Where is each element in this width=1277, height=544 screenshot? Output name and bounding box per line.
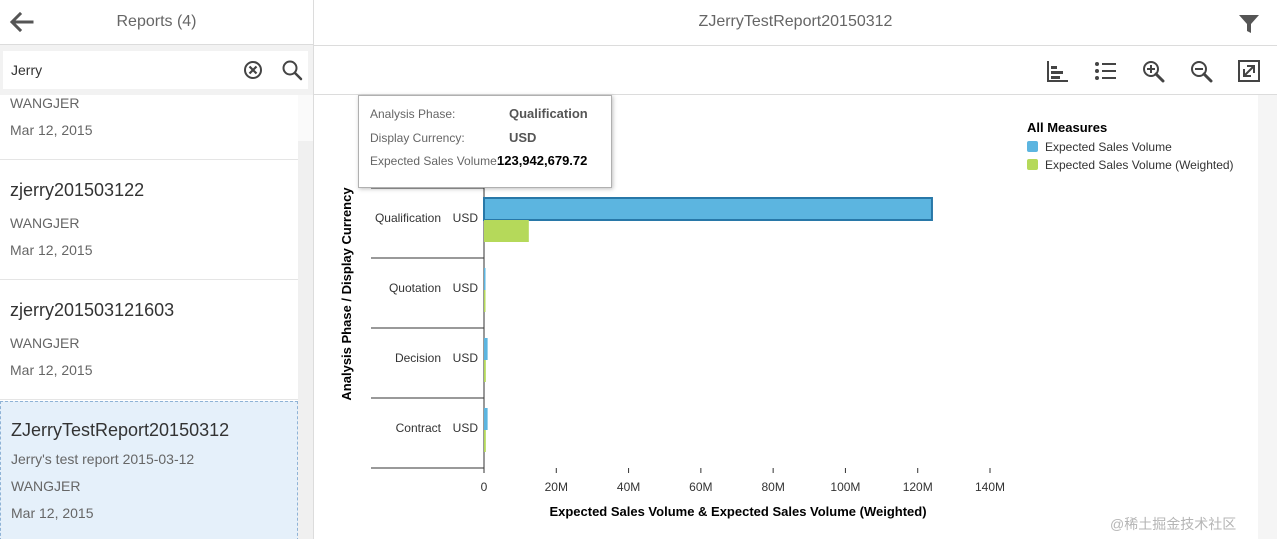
scrollbar-thumb[interactable] (298, 95, 313, 141)
detail-header: ZJerryTestReport20150312 (314, 0, 1277, 46)
bar-decision-series-0 (484, 338, 488, 360)
search-box (3, 51, 308, 89)
chart-gutter (1258, 95, 1277, 539)
x-tick-label: 20M (545, 480, 568, 494)
detail-title: ZJerryTestReport20150312 (698, 13, 893, 30)
report-date: Mar 12, 2015 (10, 362, 93, 378)
x-tick-label: 120M (903, 480, 933, 494)
currency-label: USD (453, 281, 479, 295)
report-title: zjerry201503122 (10, 180, 145, 200)
back-arrow-icon[interactable] (8, 9, 34, 35)
bar-qualification-series-0 (483, 197, 933, 221)
list-icon[interactable] (1093, 59, 1117, 83)
y-axis-title: Analysis Phase / Display Currency (339, 187, 354, 401)
report-date: Mar 12, 2015 (10, 242, 93, 258)
report-owner: WANGJER (11, 478, 81, 494)
chart-tooltip: Analysis Phase: Qualification Display Cu… (358, 95, 612, 188)
tooltip-value: Qualification (509, 106, 588, 121)
list-item-selected[interactable]: ZJerryTestReport20150312 Jerry's test re… (0, 401, 298, 539)
report-owner: WANGJER (10, 335, 80, 351)
category-label: Contract (396, 421, 442, 435)
bar-chart: Qualification USD Quotation USD Decision USD C… (339, 120, 1234, 519)
report-date: Mar 12, 2015 (10, 122, 93, 138)
fullscreen-icon[interactable] (1237, 59, 1261, 83)
x-axis-title: Expected Sales Volume & Expected Sales V… (549, 504, 926, 519)
bar-chart-icon[interactable] (1045, 59, 1069, 83)
x-tick-label: 60M (689, 480, 712, 494)
tooltip-value: USD (509, 130, 537, 145)
report-date: Mar 12, 2015 (11, 505, 94, 521)
bar-contract-series-1 (484, 430, 486, 452)
x-tick-label: 80M (761, 480, 784, 494)
bar-contract-series-0 (484, 408, 488, 430)
x-tick-label: 0 (481, 480, 488, 494)
report-owner: WANGJER (10, 215, 80, 231)
legend-label: Expected Sales Volume (Weighted) (1045, 158, 1234, 172)
category-label: Quotation (389, 281, 441, 295)
tooltip-value: 123,942,679.72 (497, 153, 588, 168)
legend-swatch (1027, 159, 1038, 170)
tooltip-key: Expected Sales Volume: (370, 154, 501, 168)
zoom-in-icon[interactable] (1141, 59, 1165, 83)
category-label: Qualification (375, 211, 441, 225)
currency-label: USD (453, 351, 479, 365)
report-description: Jerry's test report 2015-03-12 (11, 451, 195, 467)
list-item[interactable]: WANGJER Mar 12, 2015 (0, 95, 298, 160)
bar-quotation-series-1 (484, 290, 486, 312)
report-owner: WANGJER (10, 95, 80, 111)
bar-decision-series-1 (484, 360, 486, 382)
legend-title: All Measures (1027, 120, 1107, 135)
filter-icon[interactable] (1238, 13, 1260, 35)
tooltip-key: Display Currency: (370, 131, 465, 145)
watermark: @稀土掘金技术社区 (1110, 516, 1237, 532)
x-tick-label: 40M (617, 480, 640, 494)
x-tick-label: 100M (830, 480, 860, 494)
scrollbar-track[interactable] (298, 95, 313, 539)
search-input[interactable] (11, 60, 231, 80)
zoom-out-icon[interactable] (1189, 59, 1213, 83)
report-title: ZJerryTestReport20150312 (11, 420, 230, 440)
master-title: Reports (4) (116, 13, 197, 30)
master-header: Reports (4) (0, 0, 313, 45)
report-list: WANGJER Mar 12, 2015 zjerry201503122 WAN… (0, 95, 313, 539)
tooltip-key: Analysis Phase: (370, 107, 456, 121)
search-icon[interactable] (281, 59, 303, 81)
master-panel: Reports (4) WANGJER Mar 12, 2015 zjerry2… (0, 0, 314, 539)
currency-label: USD (453, 421, 479, 435)
list-item[interactable]: zjerry201503122 WANGJER Mar 12, 2015 (0, 160, 298, 280)
category-label: Decision (395, 351, 441, 365)
search-bar (0, 45, 313, 95)
list-item[interactable]: zjerry201503121603 WANGJER Mar 12, 2015 (0, 280, 298, 400)
chart-toolbar (314, 46, 1277, 95)
bar-qualification-series-1 (484, 220, 529, 242)
legend-label: Expected Sales Volume (1045, 140, 1172, 154)
report-title: zjerry201503121603 (10, 300, 175, 320)
bar-quotation-series-0 (484, 268, 486, 290)
x-tick-label: 140M (975, 480, 1005, 494)
currency-label: USD (453, 211, 479, 225)
clear-icon[interactable] (243, 60, 263, 80)
legend-swatch (1027, 141, 1038, 152)
